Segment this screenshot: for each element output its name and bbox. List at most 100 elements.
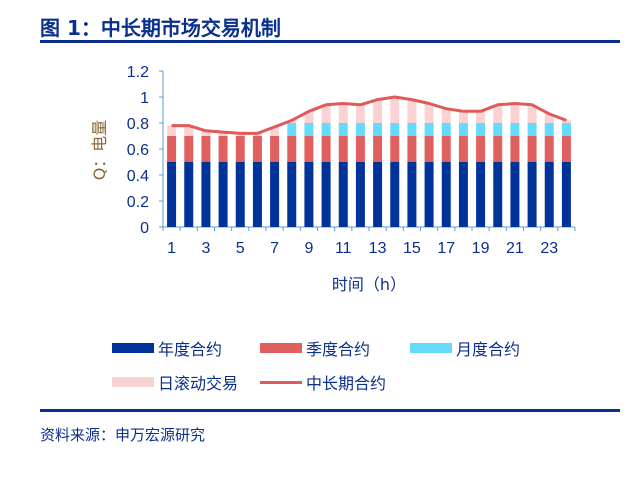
bar-年度合约 — [338, 162, 348, 227]
bar-季度合约 — [287, 136, 297, 162]
bar-月度合约 — [407, 123, 417, 136]
bar-月度合约 — [287, 123, 297, 136]
bar-月度合约 — [373, 123, 383, 136]
bar-季度合约 — [561, 136, 571, 162]
bar-年度合约 — [287, 162, 297, 227]
bar-月度合约 — [476, 123, 486, 136]
x-tick-label: 15 — [403, 240, 421, 257]
y-tick-label: 0 — [140, 220, 149, 237]
bar-月度合约 — [527, 123, 537, 136]
bar-季度合约 — [407, 136, 417, 162]
bar-日滚动交易 — [544, 113, 554, 123]
bar-月度合约 — [355, 123, 365, 136]
bar-季度合约 — [338, 136, 348, 162]
bar-年度合约 — [321, 162, 331, 227]
x-tick-label: 19 — [472, 240, 490, 257]
bar-季度合约 — [218, 136, 228, 162]
bar-季度合约 — [458, 136, 468, 162]
x-tick-label: 11 — [335, 240, 352, 257]
bar-季度合约 — [167, 136, 177, 162]
legend-swatch — [260, 343, 302, 353]
x-tick-label: 5 — [236, 240, 245, 257]
bar-季度合约 — [476, 136, 486, 162]
bar-日滚动交易 — [390, 97, 400, 123]
bar-季度合约 — [544, 136, 554, 162]
bar-日滚动交易 — [167, 125, 177, 136]
bar-年度合约 — [252, 162, 262, 227]
bar-年度合约 — [544, 162, 554, 227]
bar-年度合约 — [355, 162, 365, 227]
bar-季度合约 — [527, 136, 537, 162]
bar-日滚动交易 — [338, 103, 348, 123]
bar-年度合约 — [510, 162, 520, 227]
legend-swatch — [112, 377, 154, 387]
bar-月度合约 — [561, 123, 571, 136]
bar-日滚动交易 — [561, 120, 571, 123]
bar-年度合约 — [304, 162, 314, 227]
bar-季度合约 — [493, 136, 503, 162]
bar-月度合约 — [304, 123, 314, 136]
bar-日滚动交易 — [218, 132, 228, 136]
bar-日滚动交易 — [476, 111, 486, 123]
bar-年度合约 — [407, 162, 417, 227]
bar-年度合约 — [424, 162, 434, 227]
bar-年度合约 — [441, 162, 451, 227]
y-tick-label: 0.2 — [127, 194, 149, 211]
bar-年度合约 — [527, 162, 537, 227]
line-中长期合约 — [171, 95, 567, 135]
bar-日滚动交易 — [510, 103, 520, 123]
y-tick-label: 0.4 — [127, 168, 149, 185]
bar-季度合约 — [184, 136, 194, 162]
legend-label: 月度合约 — [456, 340, 521, 359]
y-tick-label: 1.2 — [127, 64, 149, 81]
y-tick-label: 0.8 — [127, 116, 149, 133]
bar-年度合约 — [458, 162, 468, 227]
figure-title: 图 1：中长期市场交易机制 — [40, 16, 281, 40]
legend-label: 中长期合约 — [306, 374, 387, 393]
x-tick-label: 1 — [167, 240, 176, 257]
bar-日滚动交易 — [493, 104, 503, 123]
bar-日滚动交易 — [373, 99, 383, 123]
bar-年度合约 — [270, 162, 280, 227]
bar-日滚动交易 — [270, 126, 280, 136]
bar-月度合约 — [493, 123, 503, 136]
legend-swatch — [410, 343, 452, 353]
bar-季度合约 — [201, 136, 211, 162]
x-tick-label: 21 — [506, 240, 524, 257]
x-tick-label: 9 — [304, 240, 313, 257]
bar-日滚动交易 — [304, 111, 314, 123]
bar-季度合约 — [441, 136, 451, 162]
bar-日滚动交易 — [424, 103, 434, 123]
legend-item: 季度合约 — [260, 336, 370, 360]
bar-年度合约 — [390, 162, 400, 227]
bar-季度合约 — [390, 136, 400, 162]
legend-item: 月度合约 — [410, 336, 520, 360]
bar-季度合约 — [252, 136, 262, 162]
bar-日滚动交易 — [201, 130, 211, 136]
bar-年度合约 — [218, 162, 228, 227]
bar-月度合约 — [338, 123, 348, 136]
bar-季度合约 — [235, 136, 245, 162]
bar-季度合约 — [270, 136, 280, 162]
bar-月度合约 — [441, 123, 451, 136]
legend-item: 日滚动交易 — [112, 370, 238, 394]
bar-月度合约 — [321, 123, 331, 136]
bar-年度合约 — [493, 162, 503, 227]
bar-年度合约 — [373, 162, 383, 227]
y-tick-label: 1 — [140, 90, 149, 107]
legend-label: 日滚动交易 — [158, 374, 239, 393]
stacked-bar-chart: 00.20.40.60.811.21 3 5 7 9 11 13 15 17 19 21 23时间（h… — [90, 64, 576, 294]
bar-季度合约 — [373, 136, 383, 162]
bar-年度合约 — [561, 162, 571, 227]
bar-季度合约 — [321, 136, 331, 162]
bar-年度合约 — [201, 162, 211, 227]
bar-季度合约 — [424, 136, 434, 162]
legend-item: 年度合约 — [112, 336, 222, 360]
y-axis-title: Q：电量 — [90, 120, 109, 181]
bar-日滚动交易 — [527, 104, 537, 123]
x-tick-label: 17 — [437, 240, 455, 257]
bar-年度合约 — [167, 162, 177, 227]
bar-年度合约 — [184, 162, 194, 227]
bar-日滚动交易 — [184, 125, 194, 136]
x-tick-label: 23 — [540, 240, 558, 257]
